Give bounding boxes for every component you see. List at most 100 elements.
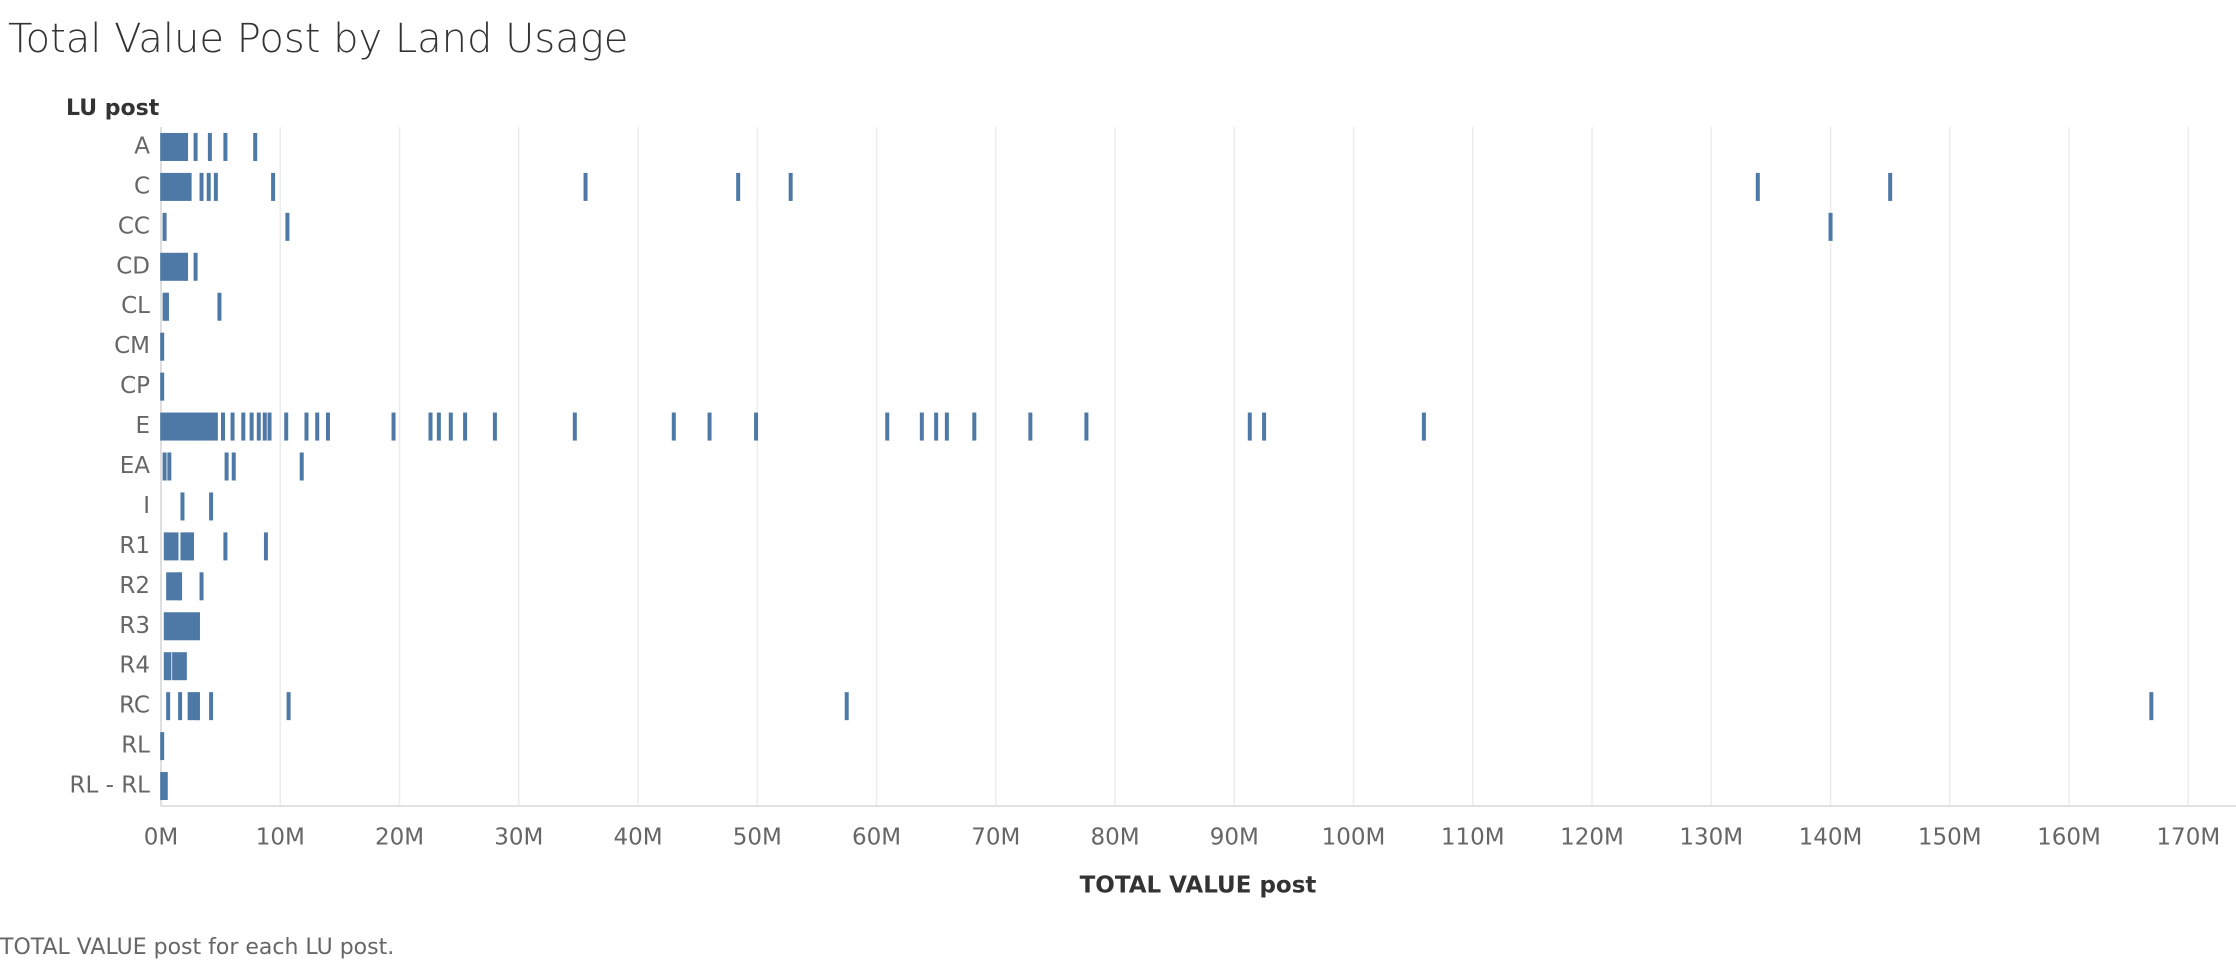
- y-tick-label: CL: [121, 293, 150, 319]
- strip-mark: [167, 452, 172, 481]
- strip-mark: [185, 172, 190, 201]
- strip-mark: [167, 132, 172, 161]
- strip-mark: [231, 452, 236, 481]
- strip-mark: [213, 412, 218, 441]
- strip-mark: [944, 412, 949, 441]
- strip-mark: [191, 692, 196, 721]
- strip-mark: [175, 652, 180, 681]
- strip-mark: [160, 132, 165, 161]
- y-tick-label: C: [134, 173, 150, 199]
- strip-mark: [181, 132, 186, 161]
- strip-mark: [262, 412, 267, 441]
- strip-mark: [188, 612, 193, 641]
- strip-mark: [181, 252, 186, 281]
- strip-mark: [1755, 172, 1760, 201]
- strip-mark: [163, 772, 168, 801]
- y-tick-label: R3: [119, 613, 150, 639]
- strip-mark: [187, 532, 192, 561]
- y-tick-label: R2: [119, 573, 150, 599]
- x-tick-label: 120M: [1560, 825, 1624, 851]
- strip-mark: [174, 132, 179, 161]
- strip-mark: [919, 412, 924, 441]
- strip-mark: [206, 172, 211, 201]
- strip-mark: [192, 412, 197, 441]
- strip-mark: [230, 412, 235, 441]
- strip-mark: [844, 692, 849, 721]
- strip-mark: [972, 412, 977, 441]
- strip-mark: [492, 412, 497, 441]
- strip-mark: [163, 172, 168, 201]
- strip-mark: [207, 132, 212, 161]
- strip-mark: [184, 132, 189, 161]
- strip-mark: [163, 132, 168, 161]
- strip-mark: [174, 252, 179, 281]
- strip-mark: [934, 412, 939, 441]
- x-tick-label: 110M: [1441, 825, 1505, 851]
- strip-mark: [167, 252, 172, 281]
- x-tick-label: 160M: [2037, 825, 2101, 851]
- strip-mark: [195, 692, 200, 721]
- x-tick-label: 140M: [1799, 825, 1863, 851]
- y-tick-label: RC: [119, 693, 150, 719]
- strip-mark: [448, 412, 453, 441]
- strip-mark: [299, 452, 304, 481]
- strip-mark: [788, 172, 793, 201]
- strip-mark: [192, 612, 197, 641]
- strip-mark: [169, 572, 174, 601]
- row-header: LU post: [66, 96, 160, 121]
- strip-mark: [178, 692, 183, 721]
- strip-mark: [707, 412, 712, 441]
- strip-mark: [170, 532, 175, 561]
- x-tick-label: 40M: [613, 825, 662, 851]
- strip-mark: [160, 332, 165, 361]
- strip-mark: [253, 132, 258, 161]
- x-tick-label: 0M: [144, 825, 178, 851]
- strip-mark: [209, 492, 214, 521]
- strip-mark: [1028, 412, 1033, 441]
- chart-title: Total Value Post by Land Usage: [8, 16, 628, 62]
- strip-mark: [199, 172, 204, 201]
- strip-mark: [1421, 412, 1426, 441]
- strip-mark: [162, 452, 167, 481]
- strip-mark: [163, 252, 168, 281]
- x-tick-label: 20M: [375, 825, 424, 851]
- strip-mark: [178, 172, 183, 201]
- strip-mark: [224, 452, 229, 481]
- y-tick-label: CM: [114, 333, 150, 359]
- strip-mark: [263, 532, 268, 561]
- strip-mark: [1828, 212, 1833, 241]
- strip-mark: [178, 612, 183, 641]
- strip-mark: [436, 412, 441, 441]
- strip-mark: [173, 572, 178, 601]
- strip-mark: [190, 532, 195, 561]
- strip-mark: [163, 612, 168, 641]
- strip-mark: [221, 412, 226, 441]
- y-tick-label: CP: [120, 373, 150, 399]
- strip-mark: [170, 132, 175, 161]
- strip-mark: [193, 252, 198, 281]
- strip-mark: [163, 652, 168, 681]
- x-tick-label: 50M: [733, 825, 782, 851]
- strip-mark: [178, 252, 183, 281]
- x-tick-label: 170M: [2156, 825, 2220, 851]
- y-tick-label: R1: [119, 533, 150, 559]
- strip-mark: [180, 532, 185, 561]
- strip-mark: [170, 172, 175, 201]
- y-tick-label: CC: [118, 213, 150, 239]
- strip-mark: [286, 692, 291, 721]
- strip-mark: [167, 412, 172, 441]
- strip-mark: [315, 412, 320, 441]
- x-tick-label: 130M: [1679, 825, 1743, 851]
- strip-mark: [174, 412, 179, 441]
- strip-mark: [736, 172, 741, 201]
- strip-mark: [391, 412, 396, 441]
- strip-mark: [583, 172, 588, 201]
- y-tick-label: E: [135, 413, 150, 439]
- strip-mark: [167, 612, 172, 641]
- strip-mark: [185, 612, 190, 641]
- strip-mark: [167, 172, 172, 201]
- strip-mark: [199, 412, 204, 441]
- strip-mark: [163, 412, 168, 441]
- strip-mark: [181, 612, 186, 641]
